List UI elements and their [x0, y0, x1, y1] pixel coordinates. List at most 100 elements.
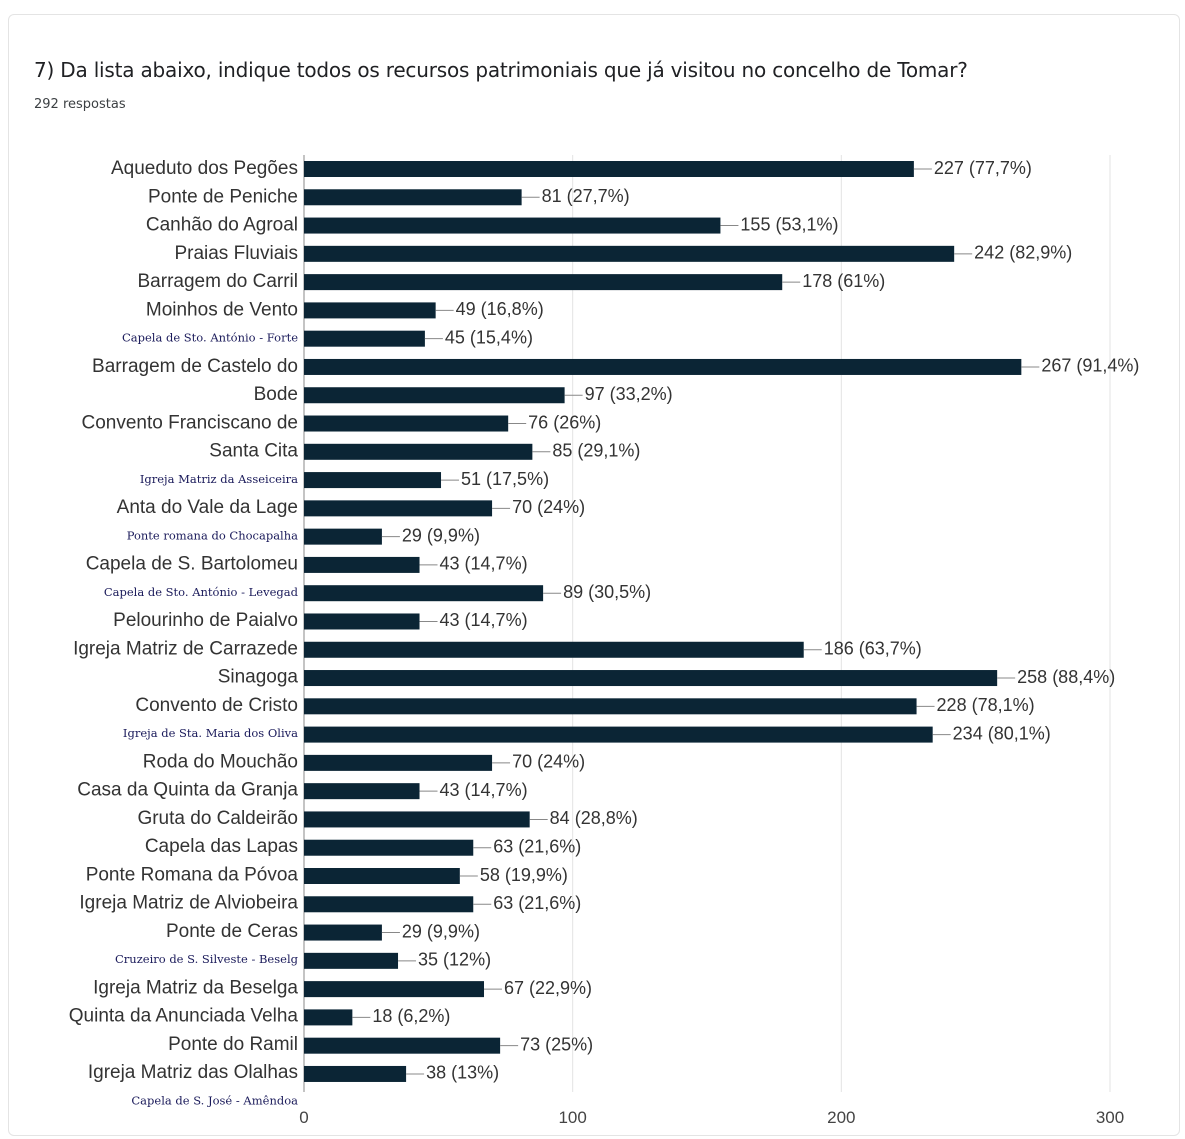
- bar: [304, 472, 442, 489]
- category-label: Capela de Sto. António - Forte: [122, 331, 298, 345]
- value-label: 67 (22,9%): [504, 978, 592, 998]
- category-label: Barragem do Carril: [138, 271, 299, 292]
- category-label: Ponte de Ceras: [166, 921, 298, 942]
- bar: [304, 556, 420, 573]
- category-label: Capela de S. Bartolomeu: [86, 554, 298, 575]
- value-label: 49 (16,8%): [456, 299, 544, 319]
- value-label: 38 (13%): [426, 1063, 499, 1083]
- category-label: Bode: [254, 384, 298, 405]
- bar: [304, 896, 474, 913]
- value-label: 70 (24%): [512, 497, 585, 517]
- category-label: Capela de S. José - Amêndoa: [131, 1093, 298, 1107]
- bar: [304, 698, 917, 715]
- value-label: 18 (6,2%): [372, 1006, 450, 1026]
- category-label: Canhão do Agroal: [146, 215, 298, 236]
- category-label: Igreja Matriz da Beselga: [93, 977, 298, 998]
- bar: [304, 952, 399, 969]
- category-label: Capela de Sto. António - Levegad: [104, 585, 299, 599]
- bar: [304, 330, 425, 347]
- value-label: 242 (82,9%): [974, 243, 1072, 263]
- value-label: 63 (21,6%): [493, 893, 581, 913]
- bar: [304, 783, 420, 800]
- bar: [304, 387, 565, 404]
- category-label: Convento Franciscano de: [81, 412, 298, 433]
- bar: [304, 641, 804, 658]
- bar: [304, 924, 382, 941]
- value-label: 58 (19,9%): [480, 865, 568, 885]
- category-label: Anta do Vale da Lage: [117, 497, 298, 518]
- bar: [304, 726, 933, 743]
- value-label: 29 (9,9%): [402, 921, 480, 941]
- category-label: Igreja Matriz das Olalhas: [88, 1062, 298, 1083]
- category-label: Quinta da Anunciada Velha: [69, 1006, 299, 1027]
- value-label: 228 (78,1%): [937, 695, 1035, 715]
- question-title: 7) Da lista abaixo, indique todos os rec…: [34, 58, 968, 82]
- bar: [304, 670, 998, 687]
- bar: [304, 500, 493, 517]
- category-label: Roda do Mouchão: [143, 751, 298, 772]
- category-label: Ponte do Ramil: [168, 1034, 298, 1055]
- value-label: 45 (15,4%): [445, 327, 533, 347]
- value-label: 35 (12%): [418, 950, 491, 970]
- bar: [304, 245, 955, 262]
- category-label: Igreja Matriz de Alviobeira: [79, 893, 298, 914]
- category-label: Moinhos de Vento: [146, 299, 298, 320]
- value-label: 258 (88,4%): [1017, 667, 1115, 687]
- bar: [304, 585, 544, 602]
- category-label: Gruta do Caldeirão: [137, 808, 298, 829]
- category-label: Igreja Matriz da Asseiceira: [140, 472, 298, 486]
- value-label: 43 (14,7%): [440, 554, 528, 574]
- bar: [304, 274, 783, 291]
- bar: [304, 1037, 501, 1054]
- bar: [304, 358, 1022, 375]
- category-label: Praias Fluviais: [174, 243, 298, 264]
- category-label: Sinagoga: [218, 667, 299, 688]
- bar: [304, 302, 436, 319]
- category-label: Capela das Lapas: [145, 836, 298, 857]
- value-label: 70 (24%): [512, 752, 585, 772]
- bar: [304, 811, 530, 828]
- value-label: 234 (80,1%): [953, 723, 1051, 743]
- bar: [304, 415, 509, 432]
- bar: [304, 981, 485, 998]
- value-label: 51 (17,5%): [461, 469, 549, 489]
- value-label: 81 (27,7%): [542, 186, 630, 206]
- value-label: 76 (26%): [528, 412, 601, 432]
- x-tick-label: 100: [558, 1108, 586, 1127]
- category-label: Igreja de Sta. Maria dos Oliva: [123, 726, 298, 740]
- x-tick-label: 0: [299, 1108, 308, 1127]
- x-tick-label: 200: [827, 1108, 855, 1127]
- category-label: Igreja Matriz de Carrazede: [73, 638, 298, 659]
- bar: [304, 1009, 353, 1026]
- category-label: Barragem de Castelo do: [92, 356, 298, 377]
- bar: [304, 528, 382, 545]
- value-label: 155 (53,1%): [740, 214, 838, 234]
- bar: [304, 754, 493, 771]
- value-label: 178 (61%): [802, 271, 885, 291]
- value-label: 43 (14,7%): [440, 610, 528, 630]
- responses-count: 292 respostas: [34, 97, 126, 112]
- bar: [304, 443, 533, 460]
- value-label: 63 (21,6%): [493, 836, 581, 856]
- value-label: 89 (30,5%): [563, 582, 651, 602]
- category-label: Aqueduto dos Pegões: [111, 158, 298, 179]
- category-label: Pelourinho de Paialvo: [113, 610, 298, 631]
- category-label: Santa Cita: [209, 441, 298, 462]
- bar: [304, 839, 474, 856]
- category-label: Convento de Cristo: [135, 695, 298, 716]
- bar: [304, 217, 721, 234]
- value-label: 29 (9,9%): [402, 525, 480, 545]
- value-label: 84 (28,8%): [550, 808, 638, 828]
- category-label: Ponte de Peniche: [148, 186, 298, 207]
- chart-card: [8, 14, 1180, 1136]
- value-label: 186 (63,7%): [824, 639, 922, 659]
- value-label: 73 (25%): [520, 1034, 593, 1054]
- bar: [304, 613, 420, 630]
- value-label: 227 (77,7%): [934, 158, 1032, 178]
- bar: [304, 161, 914, 177]
- value-label: 43 (14,7%): [440, 780, 528, 800]
- category-label: Ponte romana do Chocapalha: [127, 528, 298, 542]
- category-label: Ponte Romana da Póvoa: [86, 864, 299, 885]
- bar: [304, 868, 460, 884]
